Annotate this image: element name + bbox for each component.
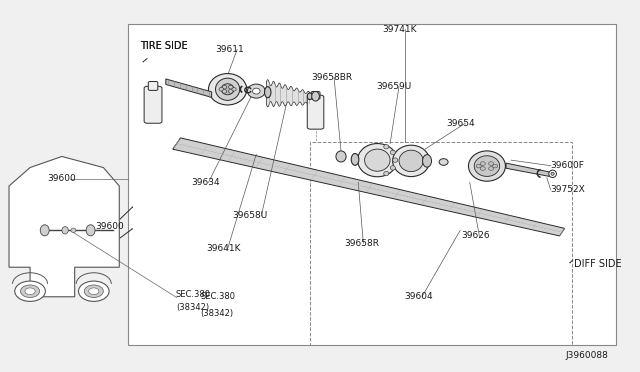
Ellipse shape: [393, 145, 429, 177]
Text: 39611: 39611: [215, 45, 244, 54]
Text: (38342): (38342): [176, 302, 209, 312]
Text: 39658U: 39658U: [233, 211, 268, 220]
Ellipse shape: [312, 92, 319, 101]
Ellipse shape: [365, 149, 390, 171]
Ellipse shape: [247, 84, 265, 98]
Polygon shape: [173, 138, 564, 236]
Ellipse shape: [399, 150, 423, 171]
Ellipse shape: [480, 162, 485, 166]
Text: 39634: 39634: [191, 178, 220, 187]
FancyBboxPatch shape: [311, 92, 320, 99]
Ellipse shape: [222, 90, 227, 93]
Text: 39752X: 39752X: [550, 185, 586, 194]
Ellipse shape: [384, 171, 389, 176]
Ellipse shape: [84, 285, 103, 298]
Ellipse shape: [20, 285, 40, 298]
Ellipse shape: [71, 228, 76, 232]
Ellipse shape: [474, 156, 500, 176]
Text: (38342): (38342): [200, 309, 234, 318]
FancyBboxPatch shape: [144, 86, 162, 123]
Ellipse shape: [551, 172, 554, 175]
Polygon shape: [506, 163, 549, 176]
Ellipse shape: [548, 170, 556, 177]
Ellipse shape: [40, 225, 49, 236]
Text: 39741K: 39741K: [383, 25, 417, 33]
Ellipse shape: [493, 164, 498, 168]
Text: TIRE SIDE: TIRE SIDE: [140, 41, 188, 51]
Ellipse shape: [86, 225, 95, 236]
Ellipse shape: [390, 166, 396, 170]
Ellipse shape: [468, 151, 506, 181]
Text: 39641K: 39641K: [207, 244, 241, 253]
FancyBboxPatch shape: [148, 81, 158, 90]
Ellipse shape: [336, 151, 346, 162]
Ellipse shape: [422, 155, 431, 167]
Text: 39600: 39600: [96, 222, 124, 231]
Ellipse shape: [228, 85, 233, 89]
Bar: [310, 142, 572, 345]
Text: 39600F: 39600F: [550, 161, 584, 170]
Text: TIRE SIDE: TIRE SIDE: [140, 41, 188, 51]
Ellipse shape: [264, 87, 271, 98]
Ellipse shape: [351, 154, 359, 165]
Text: SEC.380: SEC.380: [200, 292, 236, 301]
Polygon shape: [9, 157, 119, 297]
Ellipse shape: [15, 281, 45, 301]
Polygon shape: [166, 79, 212, 97]
Ellipse shape: [307, 93, 312, 100]
Ellipse shape: [232, 87, 236, 91]
Text: J3960088: J3960088: [565, 351, 608, 360]
Ellipse shape: [393, 158, 397, 162]
Ellipse shape: [390, 150, 396, 155]
Ellipse shape: [439, 159, 448, 165]
Ellipse shape: [252, 88, 260, 94]
Ellipse shape: [228, 90, 233, 93]
Ellipse shape: [209, 74, 246, 105]
Ellipse shape: [79, 281, 109, 301]
Ellipse shape: [221, 84, 234, 95]
FancyBboxPatch shape: [307, 95, 324, 129]
Ellipse shape: [222, 85, 227, 89]
Text: 39658R: 39658R: [344, 239, 380, 248]
Ellipse shape: [480, 167, 485, 170]
Text: 39658BR: 39658BR: [312, 73, 353, 81]
Bar: [127, 23, 616, 345]
Ellipse shape: [89, 288, 99, 295]
Text: DIFF SIDE: DIFF SIDE: [573, 259, 621, 269]
Ellipse shape: [25, 288, 35, 295]
Text: 39654: 39654: [446, 119, 475, 128]
Ellipse shape: [488, 167, 493, 170]
Ellipse shape: [216, 78, 240, 100]
Text: 39604: 39604: [404, 292, 433, 301]
Text: SEC.380: SEC.380: [175, 291, 210, 299]
Ellipse shape: [384, 144, 389, 149]
Ellipse shape: [476, 164, 481, 168]
Text: 39600: 39600: [47, 174, 76, 183]
Ellipse shape: [488, 162, 493, 166]
Ellipse shape: [62, 227, 68, 234]
Ellipse shape: [219, 87, 223, 91]
Ellipse shape: [358, 144, 397, 177]
Text: 39626: 39626: [461, 231, 490, 240]
Text: 39659U: 39659U: [376, 82, 412, 91]
